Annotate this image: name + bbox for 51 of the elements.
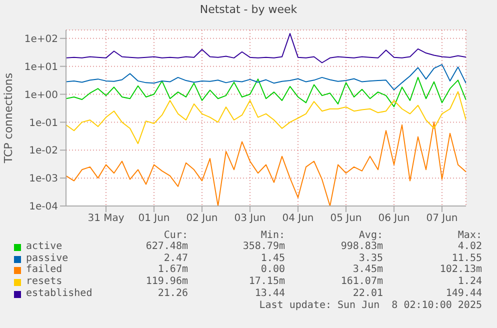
y-tick-label: 1e-03 (29, 174, 58, 185)
line-series (66, 64, 466, 90)
legend-label: resets (26, 276, 62, 288)
text: Cur: (164, 230, 188, 241)
line-series (66, 91, 466, 144)
legend-label: active (26, 241, 62, 252)
text: 0.00 (260, 264, 285, 276)
text: 119.96m (146, 276, 188, 288)
text: 13.44 (254, 288, 285, 299)
text: 17.15m (248, 276, 285, 288)
text: Last update: Sun Jun 8 02:10:00 2025 (259, 300, 482, 311)
y-tick-label: 1e+01 (24, 62, 58, 73)
line-series (66, 76, 466, 108)
text: 1.24 (458, 276, 482, 288)
text: Max: (458, 230, 482, 241)
y-axis-title: TCP connections (2, 72, 15, 164)
text: 3.45m (352, 264, 383, 276)
chart-title: Netstat - by week (198, 3, 298, 16)
text: 2.47 (164, 252, 188, 264)
x-tick-label: 03 Jun (234, 213, 266, 224)
text: 998.83m (340, 241, 383, 252)
y-tick-label: 1e-04 (29, 202, 58, 213)
text: 149.44 (446, 288, 482, 299)
text: 11.55 (452, 252, 482, 264)
y-tick-label: 1e-02 (29, 146, 58, 157)
x-tick-label: 31 May (88, 213, 124, 224)
text: 21.26 (158, 288, 188, 299)
legend-label: passive (26, 252, 68, 264)
text: 102.13m (440, 264, 482, 276)
y-tick-label: 1e+02 (24, 34, 58, 45)
x-tick-label: 05 Jun (330, 213, 362, 224)
text: 4.02 (458, 241, 482, 252)
x-tick-label: 01 Jun (138, 213, 170, 224)
text: Min: (260, 230, 285, 241)
text: 358.79m (242, 241, 285, 252)
x-tick-label: 04 Jun (282, 213, 314, 224)
x-tick-label: 06 Jun (378, 213, 410, 224)
text: 22.01 (352, 288, 383, 299)
text: 1.67m (158, 264, 188, 276)
y-tick-label: 1e-01 (29, 118, 58, 129)
text: 3.35 (358, 252, 383, 264)
text: 1.45 (260, 252, 285, 264)
y-tick-label: 1e+00 (24, 90, 58, 101)
text: 627.48m (146, 241, 188, 252)
legend-label: established (26, 288, 92, 299)
line-series (66, 33, 466, 64)
text: Avg: (358, 230, 383, 241)
text: 161.07m (340, 276, 383, 288)
legend-label: failed (26, 264, 62, 276)
x-tick-label: 02 Jun (186, 213, 218, 224)
x-tick-label: 07 Jun (426, 213, 458, 224)
